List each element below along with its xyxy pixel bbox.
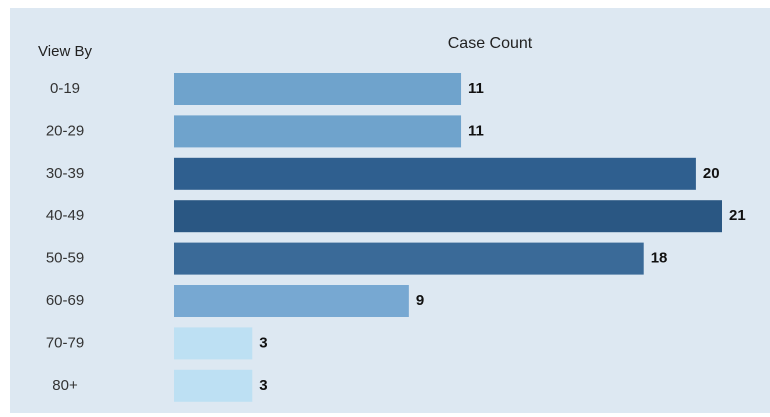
category-label: 30-39 — [46, 165, 84, 182]
data-label: 20 — [703, 165, 720, 182]
category-label: 40-49 — [46, 207, 84, 224]
bar — [174, 327, 253, 360]
category-label: 70-79 — [46, 334, 84, 351]
data-label: 3 — [259, 334, 267, 351]
data-label: 3 — [259, 377, 267, 394]
bar — [174, 200, 722, 233]
bar — [174, 285, 409, 317]
category-label: 50-59 — [46, 250, 84, 267]
data-label: 9 — [416, 292, 424, 309]
bar — [174, 115, 462, 148]
y-axis-label: View By — [38, 43, 92, 60]
bar — [174, 73, 462, 105]
category-label: 60-69 — [46, 292, 84, 309]
category-label: 20-29 — [46, 122, 84, 139]
data-label: 11 — [468, 80, 484, 97]
category-label: 0-19 — [50, 80, 80, 97]
data-label: 21 — [729, 207, 746, 224]
data-label: 18 — [651, 250, 668, 267]
data-label: 11 — [468, 122, 484, 139]
chart-title: Case Count — [448, 35, 533, 52]
bar — [174, 369, 253, 402]
bar — [174, 242, 644, 275]
bar — [174, 157, 696, 190]
category-label: 80+ — [52, 377, 78, 394]
